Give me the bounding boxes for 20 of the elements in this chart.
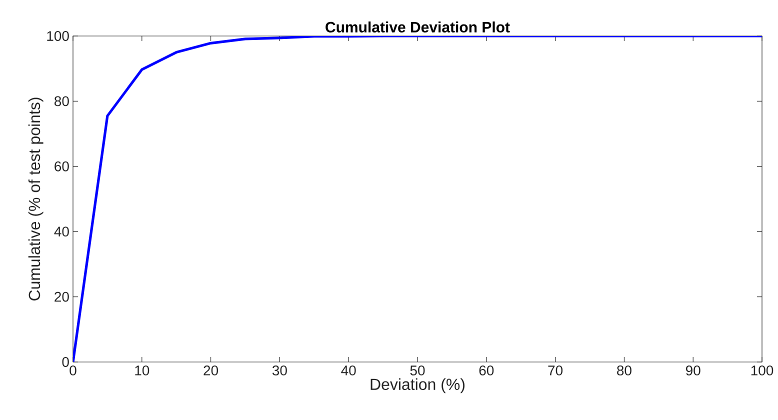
x-tick-label: 10 <box>135 366 150 376</box>
x-tick-label: 100 <box>751 366 774 376</box>
chart-title: Cumulative Deviation Plot <box>326 21 510 32</box>
x-tick-label: 60 <box>479 366 494 376</box>
x-tick-label: 50 <box>410 366 425 376</box>
y-tick-label: 20 <box>54 292 69 302</box>
x-tick-label: 20 <box>204 366 218 376</box>
y-tick-label: 40 <box>54 226 69 237</box>
y-tick-label: 60 <box>54 161 69 172</box>
y-tick-label: 100 <box>47 31 69 41</box>
y-axis-title: Cumulative (% of test points) <box>28 98 44 300</box>
x-tick-label: 80 <box>617 366 632 376</box>
x-tick-label: 0 <box>70 366 76 376</box>
x-tick-label: 90 <box>686 366 700 376</box>
x-tick-label: 40 <box>341 366 356 376</box>
x-axis-title: Deviation (%) <box>370 378 465 394</box>
x-tick-label: 30 <box>272 366 287 376</box>
y-tick-label: 0 <box>62 357 69 367</box>
y-tick-label: 80 <box>54 96 69 106</box>
x-tick-label: 70 <box>548 366 563 376</box>
